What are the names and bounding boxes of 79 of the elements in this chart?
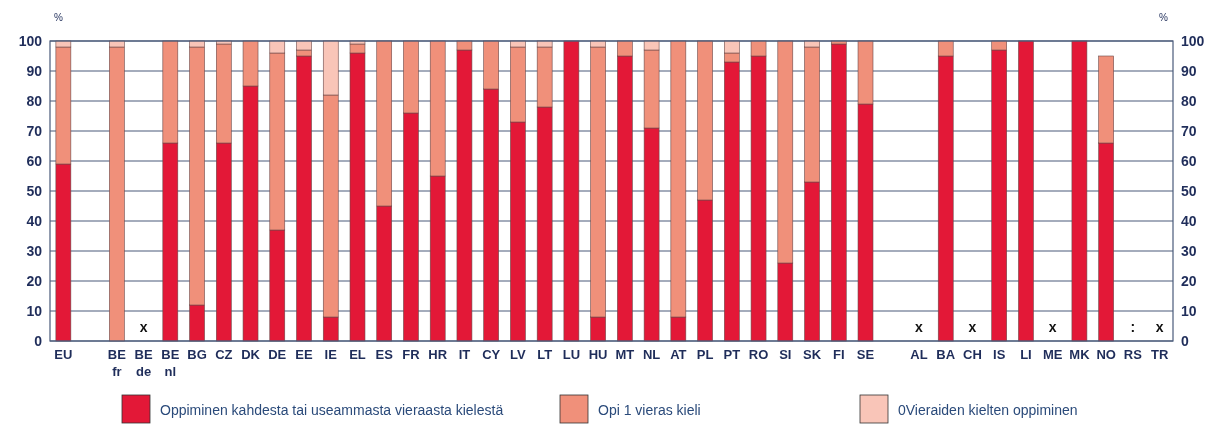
x-tick-label: HU — [588, 347, 608, 362]
x-tick-label: LI — [1020, 347, 1032, 362]
x-tick-label: LU — [562, 347, 581, 362]
x-tick-label: MT — [615, 347, 635, 362]
y-tick-label: 40 — [26, 212, 43, 229]
annotation: x — [1048, 318, 1057, 335]
y2-tick-label: 40 — [1181, 212, 1197, 229]
x-tick-label: CZ — [215, 347, 233, 362]
y2-tick-label: 50 — [1181, 182, 1197, 199]
annotation: x — [915, 318, 924, 335]
annotation: : — [1130, 318, 1136, 335]
y2-tick-label: 0 — [1181, 332, 1189, 349]
x-tick-label: LT — [537, 347, 553, 362]
y-tick-label: 30 — [26, 242, 43, 259]
y-tick-label: 90 — [26, 62, 43, 79]
x-tick-label: CH — [963, 347, 982, 362]
x-tick-label: SI — [779, 347, 792, 362]
x-tick-label: PT — [723, 347, 741, 362]
y-tick-label: 70 — [26, 122, 43, 139]
x-tick-label: SE — [856, 347, 875, 362]
bar — [1071, 40, 1088, 342]
x-tick-label: NL — [642, 347, 661, 362]
x-tick-label: IT — [458, 347, 471, 362]
x-tick-label: MK — [1069, 347, 1091, 362]
legend-label: Opi 1 vieras kieli — [598, 402, 701, 418]
x-tick-label: AL — [910, 347, 928, 362]
y-tick-label: 20 — [26, 272, 43, 289]
y2-tick-label: 60 — [1181, 152, 1197, 169]
annotation: x — [968, 318, 977, 335]
x-tick-label: SK — [803, 347, 822, 362]
bar — [830, 43, 847, 342]
x-tick-label: BG — [187, 347, 207, 362]
x-tick-label: TR — [1150, 347, 1169, 362]
x-tick-label: EE — [295, 347, 314, 362]
y-tick-label: 80 — [26, 92, 43, 109]
x-tick-label: ES — [375, 347, 394, 362]
x-tick-label: LV — [510, 347, 527, 362]
x-tick-label: BE nl — [161, 347, 180, 379]
y2-axis-title: % — [1159, 12, 1168, 23]
y2-tick-label: 100 — [1181, 32, 1205, 49]
annotation: x — [1155, 318, 1164, 335]
x-tick-label: PL — [696, 347, 714, 362]
x-tick-label: CY — [482, 347, 501, 362]
x-tick-label: BE de — [134, 347, 153, 379]
y2-tick-label: 30 — [1181, 242, 1197, 259]
x-tick-label: IS — [993, 347, 1006, 362]
x-tick-label: ME — [1042, 347, 1063, 362]
x-tick-label: FR — [402, 347, 421, 362]
y2-tick-label: 90 — [1181, 62, 1197, 79]
x-tick-label: NO — [1096, 347, 1116, 362]
x-tick-label: IE — [324, 347, 338, 362]
x-tick-label: RS — [1123, 347, 1143, 362]
x-tick-label: HR — [428, 347, 448, 362]
x-tick-label: BE fr — [107, 347, 127, 379]
legend-label: 0Vieraiden kielten oppiminen — [898, 402, 1078, 418]
y-axis-title: % — [54, 12, 63, 23]
x-tick-label: BA — [936, 347, 956, 362]
y-tick-label: 100 — [18, 32, 43, 49]
bar — [563, 40, 580, 342]
y2-tick-label: 20 — [1181, 272, 1197, 289]
x-tick-label: FI — [832, 347, 845, 362]
annotation: x — [139, 318, 148, 335]
y-tick-label: 10 — [26, 302, 43, 319]
x-tick-label: DK — [241, 347, 261, 362]
y2-tick-label: 80 — [1181, 92, 1197, 109]
y2-tick-label: 10 — [1181, 302, 1197, 319]
y-tick-label: 60 — [26, 152, 43, 169]
bar — [1018, 40, 1034, 342]
x-tick-label: EU — [54, 347, 73, 362]
y2-tick-label: 70 — [1181, 122, 1197, 139]
x-tick-label: EL — [349, 347, 366, 362]
y-tick-label: 50 — [26, 182, 43, 199]
bar — [109, 46, 125, 342]
bar — [296, 55, 312, 342]
y-tick-label: 0 — [34, 332, 43, 349]
legend-label: Oppiminen kahdesta tai useammasta vieraasta kielestä — [160, 402, 504, 418]
x-tick-label: AT — [670, 347, 687, 362]
x-tick-label: RO — [748, 347, 769, 362]
x-tick-label: DE — [268, 347, 287, 362]
